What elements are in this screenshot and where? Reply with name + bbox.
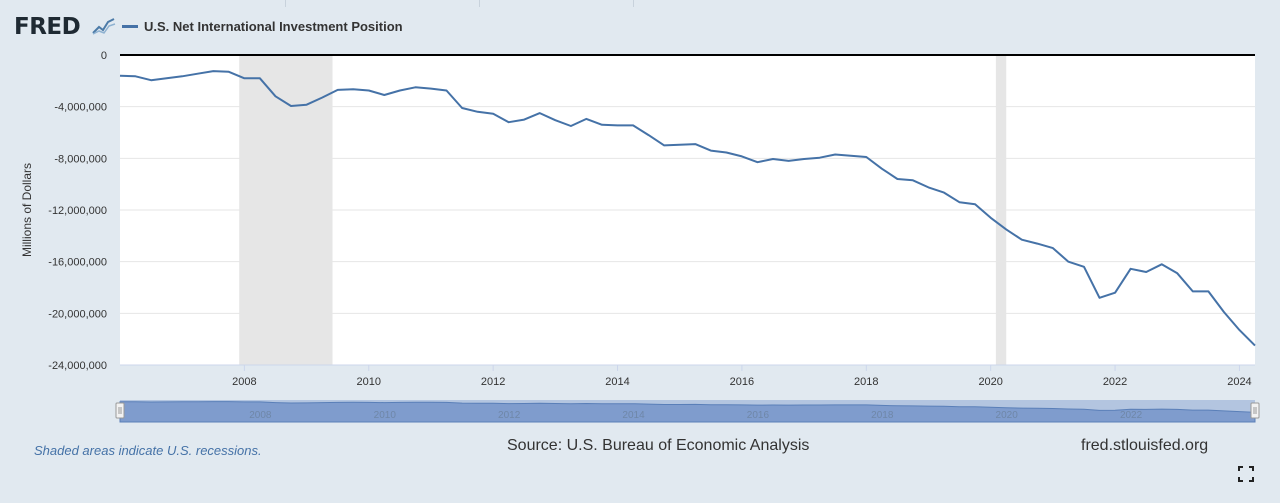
sparkline-icon	[92, 18, 116, 35]
navigator-series	[119, 401, 1256, 423]
fullscreen-icon[interactable]	[1238, 466, 1254, 482]
x-tick-label: 2022	[1103, 376, 1127, 388]
tab-divider	[285, 0, 286, 7]
site-link[interactable]: fred.stlouisfed.org	[1081, 437, 1209, 454]
navigator-label: 2008	[249, 410, 272, 421]
source-text: Source: U.S. Bureau of Economic Analysis	[507, 437, 810, 454]
navigator-label: 2018	[871, 410, 894, 421]
recession-note: Shaded areas indicate U.S. recessions.	[34, 443, 262, 458]
x-tick-label: 2010	[357, 376, 381, 388]
series-layer	[119, 70, 1256, 347]
tab-divider	[479, 0, 480, 7]
y-tick-label: -8,000,000	[54, 153, 107, 165]
x-tick-label: 2016	[730, 376, 754, 388]
navigator-label: 2016	[747, 410, 770, 421]
range-navigator: 2008 2010 2012 2014 2016 2018 2020 2022	[115, 400, 1260, 423]
y-tick-label: -16,000,000	[48, 257, 107, 269]
series-line	[119, 70, 1256, 347]
navigator-handle[interactable]	[115, 402, 125, 419]
tab-divider	[633, 0, 634, 7]
y-tick-label: -24,000,000	[48, 360, 107, 372]
navigator-label: 2022	[1120, 410, 1143, 421]
y-axis-ticks: 0 -4,000,000 -8,000,000 -12,000,000 -16,000,…	[48, 50, 107, 372]
y-axis-label: Millions of Dollars	[20, 163, 34, 257]
y-tick-label: -4,000,000	[54, 102, 107, 114]
legend-series-label: U.S. Net International Investment Positi…	[144, 19, 403, 34]
y-tick-label: 0	[101, 50, 107, 62]
navigator-label: 2012	[498, 410, 521, 421]
y-tick-label: -12,000,000	[48, 205, 107, 217]
x-tick-label: 2024	[1227, 376, 1251, 388]
x-tick-label: 2018	[854, 376, 878, 388]
navigator-label: 2010	[374, 410, 397, 421]
navigator-label: 2020	[996, 410, 1019, 421]
x-axis-ticks: 2008 2010 2012 2014 2016 2018 2020 2022 2024	[120, 364, 1255, 388]
fred-logo[interactable]: FRED	[14, 14, 81, 40]
x-tick-label: 2014	[605, 376, 629, 388]
navigator-label: 2014	[622, 410, 645, 421]
chart-legend[interactable]: U.S. Net International Investment Positi…	[122, 19, 403, 34]
legend-swatch	[122, 25, 138, 28]
y-tick-label: -20,000,000	[48, 308, 107, 320]
x-tick-label: 2008	[232, 376, 256, 388]
x-tick-label: 2020	[978, 376, 1002, 388]
x-tick-label: 2012	[481, 376, 505, 388]
navigator-handle[interactable]	[1250, 402, 1260, 419]
